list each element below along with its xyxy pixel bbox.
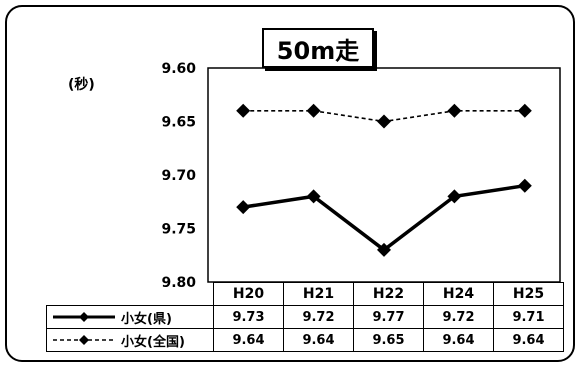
y-tick-label: 9.60	[161, 61, 196, 77]
table-cell-value: 9.65	[353, 328, 424, 352]
data-point-marker	[306, 189, 321, 204]
y-tick-label: 9.75	[161, 222, 196, 238]
data-point-marker	[377, 242, 391, 257]
category-header: H21	[283, 282, 354, 306]
legend-solid-line-icon	[53, 312, 115, 322]
data-point-marker	[236, 103, 251, 118]
y-axis-unit-label: (秒)	[68, 77, 95, 93]
plot-area: 9.609.659.709.759.80	[161, 61, 561, 291]
table-corner	[46, 282, 214, 306]
legend-dashed-line-icon	[53, 335, 115, 345]
table-cell-value: 9.64	[213, 328, 284, 352]
legend-entry-solid: 小女(県)	[46, 305, 214, 329]
data-point-marker	[517, 103, 532, 118]
table-cell-value: 9.77	[353, 305, 424, 329]
data-point-marker	[517, 178, 532, 193]
table-cell-value: 9.72	[423, 305, 494, 329]
data-point-marker	[306, 103, 321, 118]
table-cell-value: 9.64	[493, 328, 564, 352]
data-table: H20 H21 H22 H24 H25 小女(県) 9.73 9.72 9.77 9.72 9.…	[46, 282, 564, 352]
category-header: H24	[423, 282, 494, 306]
table-cell-value: 9.64	[423, 328, 494, 352]
table-cell-value: 9.64	[283, 328, 354, 352]
table-cell-value: 9.71	[493, 305, 564, 329]
chart-title: 50m走	[262, 28, 374, 68]
table-row: 小女(県) 9.73 9.72 9.77 9.72 9.71	[46, 305, 564, 329]
category-header: H25	[493, 282, 564, 306]
legend-label: 小女(全国)	[121, 334, 185, 350]
table-cell-value: 9.72	[283, 305, 354, 329]
data-point-marker	[447, 189, 462, 204]
category-header: H20	[213, 282, 284, 306]
data-point-marker	[447, 103, 462, 118]
y-tick-label: 9.65	[161, 115, 196, 131]
y-tick-label: 9.70	[161, 168, 196, 184]
data-point-marker	[236, 200, 251, 215]
data-point-marker	[377, 114, 391, 129]
category-header: H22	[353, 282, 424, 306]
table-cell-value: 9.73	[213, 305, 284, 329]
legend-label: 小女(県)	[121, 311, 172, 327]
table-row: 小女(全国) 9.64 9.64 9.65 9.64 9.64	[46, 328, 564, 352]
legend-entry-dashed: 小女(全国)	[46, 328, 214, 352]
table-header-row: H20 H21 H22 H24 H25	[46, 282, 564, 306]
